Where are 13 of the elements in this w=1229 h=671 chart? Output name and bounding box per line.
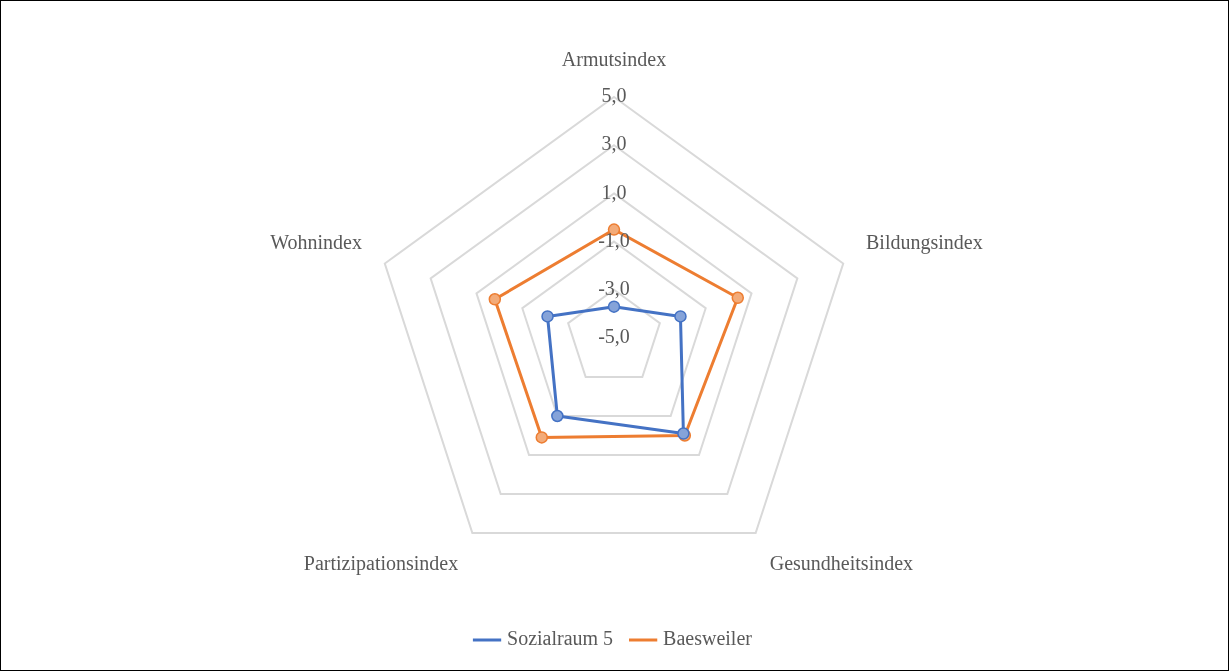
spoke-label: Wohnindex [270, 231, 362, 254]
legend-label: Baesweiler [663, 627, 753, 650]
y-tick-label: 3,0 [601, 132, 627, 155]
spoke-label: Gesundheitsindex [769, 551, 914, 574]
y-tick-label: -5,0 [598, 325, 630, 348]
spoke-label: Bildungsindex [866, 231, 983, 255]
spoke-label: Partizipationsindex [303, 551, 459, 575]
y-tick-label: -1,0 [598, 228, 630, 251]
y-tick-label: -3,0 [598, 277, 630, 300]
spoke-label: Armutsindex [561, 48, 667, 71]
legend-label: Sozialraum 5 [507, 627, 614, 650]
y-tick-label: 5,0 [601, 84, 627, 107]
y-tick-label: 1,0 [601, 180, 627, 203]
